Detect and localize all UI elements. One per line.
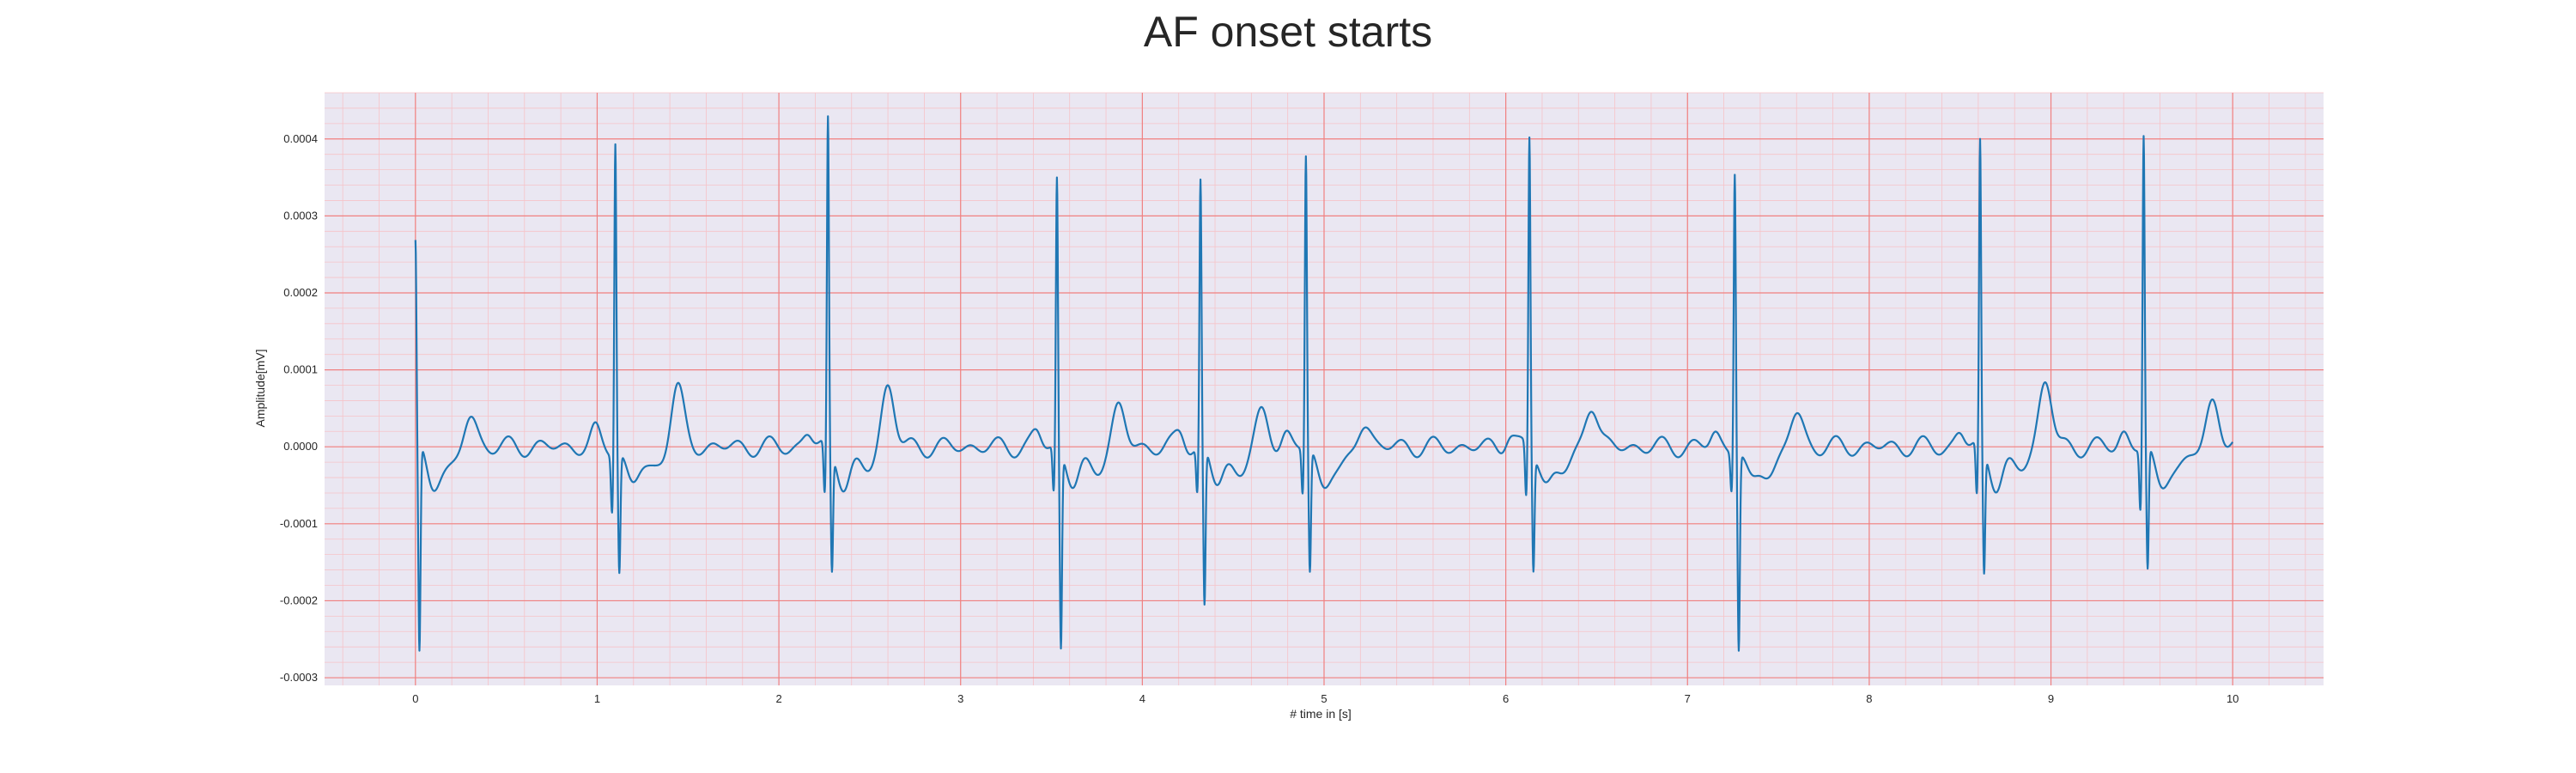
x-tick-label: 7	[1685, 692, 1691, 705]
y-tick-label: -0.0001	[280, 517, 318, 530]
y-tick-label: 0.0003	[283, 209, 318, 222]
y-tick-label: -0.0002	[280, 593, 318, 606]
y-tick-label: -0.0003	[280, 671, 318, 684]
ecg-series-line	[414, 115, 2234, 652]
x-tick-label: 9	[2048, 692, 2054, 705]
x-tick-label: 4	[1139, 692, 1145, 705]
y-tick-label: 0.0001	[283, 363, 318, 376]
y-tick-label: 0.0002	[283, 286, 318, 299]
y-tick-label: 0.0000	[283, 440, 318, 453]
x-tick-label: 8	[1866, 692, 1872, 705]
y-tick-label: 0.0004	[283, 132, 318, 145]
y-axis-label: Amplitude[mV]	[253, 349, 267, 427]
x-tick-label: 10	[2227, 692, 2239, 705]
x-tick-label: 0	[412, 692, 418, 705]
x-tick-label: 5	[1321, 692, 1327, 705]
x-tick-label: 6	[1503, 692, 1509, 705]
x-axis-label: # time in [s]	[1290, 707, 1352, 721]
x-tick-label: 1	[594, 692, 600, 705]
x-tick-label: 3	[957, 692, 963, 705]
x-tick-label: 2	[775, 692, 781, 705]
chart-title: AF onset starts	[1144, 8, 1432, 56]
